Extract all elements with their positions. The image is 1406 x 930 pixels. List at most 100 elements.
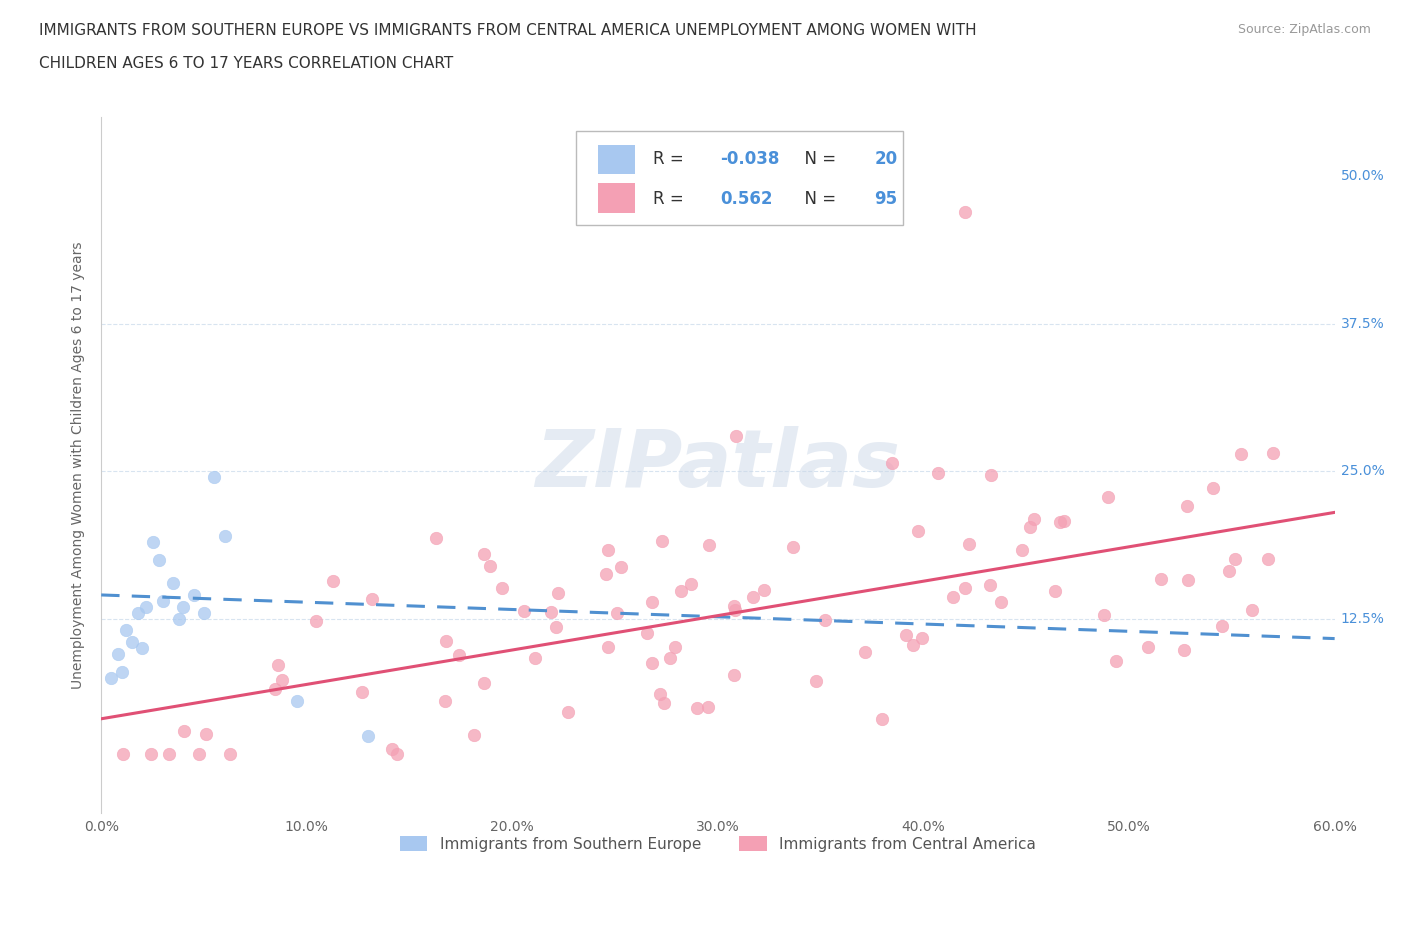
Point [894,627,917,642]
Point [544,619,567,634]
Point [267,658,290,672]
Point [183,588,205,603]
Point [959,537,981,551]
Point [214,528,236,543]
Point [697,538,720,552]
Bar [599,183,636,213]
Point [173,724,195,738]
Text: 25.0%: 25.0% [1341,464,1385,478]
Point [804,673,827,688]
Point [725,429,748,444]
Point [107,646,129,661]
Point [1022,512,1045,526]
Point [880,455,903,470]
Point [723,668,745,683]
Point [907,523,929,538]
Point [127,605,149,620]
Point [636,626,658,641]
Point [449,647,471,662]
Point [782,539,804,554]
Point [911,631,934,645]
Point [596,543,619,558]
Point [652,696,675,711]
Point [381,741,404,756]
Point [152,593,174,608]
Point [360,591,382,606]
Point [139,747,162,762]
Text: R =: R = [652,150,689,168]
Point [434,694,457,709]
Point [100,670,122,684]
Point [1018,520,1040,535]
Point [111,664,134,679]
Text: IMMIGRANTS FROM SOUTHERN EUROPE VS IMMIGRANTS FROM CENTRAL AMERICA UNEMPLOYMENT : IMMIGRANTS FROM SOUTHERN EUROPE VS IMMIG… [39,23,977,38]
Point [540,604,562,619]
Point [202,470,225,485]
Point [142,535,165,550]
Point [686,700,709,715]
Point [195,726,218,741]
Point [724,603,747,618]
Point [1230,447,1253,462]
Point [1261,446,1284,461]
Point [641,656,664,671]
Point [557,705,579,720]
Point [1052,513,1074,528]
Point [1043,583,1066,598]
Point [650,534,672,549]
Point [115,623,138,638]
Point [723,599,745,614]
Point [131,641,153,656]
Point [472,676,495,691]
Point [927,466,949,481]
Point [172,599,194,614]
Point [1211,618,1233,633]
Point [148,552,170,567]
Point [547,586,569,601]
Point [524,650,547,665]
Point [135,599,157,614]
Point [1175,498,1198,513]
Text: 50.0%: 50.0% [1341,169,1385,183]
Text: 12.5%: 12.5% [1341,612,1385,626]
Point [640,594,662,609]
Point [264,682,287,697]
Point [669,583,692,598]
Point [463,727,485,742]
Point [1202,480,1225,495]
Point [305,614,328,629]
Point [1011,543,1033,558]
Point [218,747,240,762]
Point [853,644,876,659]
Point [990,594,1012,609]
Point [658,651,681,666]
Text: R =: R = [652,190,693,207]
Point [1136,640,1159,655]
Text: Source: ZipAtlas.com: Source: ZipAtlas.com [1237,23,1371,36]
Y-axis label: Unemployment Among Women with Children Ages 6 to 17 years: Unemployment Among Women with Children A… [72,242,86,689]
Point [350,684,373,699]
Point [387,747,409,762]
Point [953,580,976,595]
Point [696,700,718,715]
Point [491,581,513,596]
Point [1150,572,1173,587]
Point [606,605,628,620]
Text: ZIPatlas: ZIPatlas [536,426,900,504]
Point [1223,551,1246,566]
Point [953,205,976,219]
Point [1092,607,1115,622]
Point [1177,573,1199,588]
Point [425,531,447,546]
Point [188,747,211,762]
Text: N =: N = [794,150,842,168]
Bar [599,145,636,174]
Point [1218,564,1240,578]
Point [1241,603,1264,618]
Text: N =: N = [794,190,842,207]
Point [112,747,135,762]
Point [1105,654,1128,669]
Point [478,558,501,573]
Point [754,582,776,597]
Legend: Immigrants from Southern Europe, Immigrants from Central America: Immigrants from Southern Europe, Immigra… [394,830,1042,857]
